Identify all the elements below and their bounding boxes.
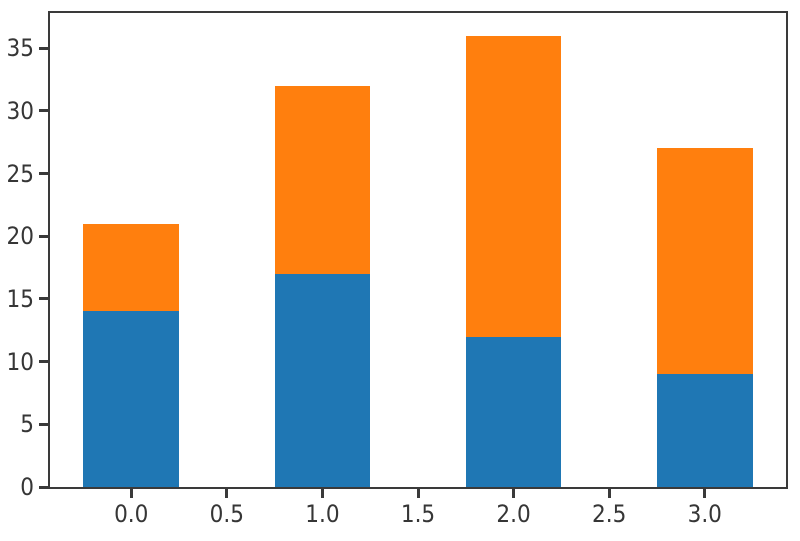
- bar-segment-blue-x2: [465, 336, 562, 487]
- x-tick-label: 0.5: [209, 500, 244, 528]
- x-tick-mark: [416, 489, 420, 498]
- x-tick-label: 0.0: [114, 500, 149, 528]
- x-tick-mark: [225, 489, 229, 498]
- x-tick-mark: [703, 489, 707, 498]
- y-tick-label: 15: [6, 284, 34, 313]
- bar-segment-blue-x1: [274, 273, 371, 487]
- x-tick-label: 1.0: [305, 500, 340, 528]
- y-tick-label: 35: [6, 34, 34, 63]
- y-tick-mark: [39, 172, 48, 175]
- y-tick-label: 5: [20, 410, 34, 439]
- x-tick-mark: [320, 489, 324, 498]
- x-tick-label: 3.0: [687, 500, 722, 528]
- y-tick-label: 10: [6, 347, 34, 376]
- bar-segment-orange-x1: [274, 85, 371, 274]
- x-tick-mark: [129, 489, 133, 498]
- x-tick-mark: [607, 489, 611, 498]
- y-tick-label: 0: [20, 473, 34, 501]
- x-tick-label: 1.5: [400, 500, 436, 528]
- bar-segment-orange-x2: [465, 35, 562, 337]
- y-tick-mark: [39, 234, 48, 238]
- bar-segment-blue-x0: [83, 311, 180, 487]
- bar-segment-orange-x3: [656, 148, 753, 375]
- y-tick-mark: [39, 46, 48, 50]
- y-tick-label: 30: [6, 96, 34, 125]
- y-tick-mark: [39, 422, 48, 426]
- bar-segment-blue-x3: [656, 374, 753, 487]
- y-tick-mark: [39, 297, 48, 301]
- y-tick-mark: [39, 109, 48, 113]
- y-tick-label: 20: [6, 222, 34, 251]
- y-tick-mark: [39, 360, 48, 364]
- y-tick-mark: [39, 485, 48, 489]
- x-tick-mark: [512, 489, 516, 498]
- bar-segment-orange-x0: [83, 223, 180, 312]
- x-tick-label: 2.0: [496, 500, 531, 528]
- x-tick-label: 2.5: [591, 500, 627, 528]
- y-tick-label: 25: [6, 159, 34, 188]
